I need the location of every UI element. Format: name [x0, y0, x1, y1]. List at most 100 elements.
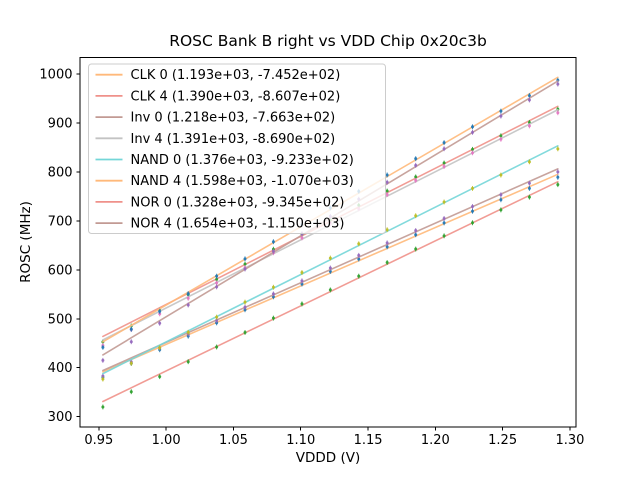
- data-point-marker: [414, 157, 418, 161]
- data-point-marker: [215, 281, 219, 285]
- data-point-marker: [243, 267, 247, 271]
- data-point-marker: [300, 279, 304, 283]
- legend-label: NOR 4 (1.654e+03, -1.150e+03): [131, 217, 345, 232]
- data-point-marker: [414, 214, 418, 218]
- y-tick-label: 900: [48, 116, 73, 131]
- data-point-marker: [101, 374, 105, 378]
- data-point-marker: [186, 303, 190, 307]
- x-tick-label: 1.10: [286, 433, 315, 448]
- data-point-marker: [271, 316, 275, 320]
- y-tick-label: 500: [48, 312, 73, 327]
- legend-label: NAND 0 (1.376e+03, -9.233e+02): [131, 153, 354, 168]
- data-point-marker: [499, 137, 503, 141]
- legend-label: NAND 4 (1.598e+03, -1.070e+03): [131, 174, 354, 189]
- data-point-marker: [158, 321, 162, 325]
- data-point-marker: [300, 236, 304, 240]
- data-point-marker: [186, 330, 190, 334]
- data-point-marker: [300, 271, 304, 275]
- data-point-marker: [328, 266, 332, 270]
- data-point-marker: [527, 124, 531, 128]
- data-points: [101, 146, 560, 382]
- series-nor-0: [101, 180, 560, 410]
- data-point-marker: [556, 147, 560, 151]
- data-point-marker: [243, 300, 247, 304]
- x-tick-label: 1.15: [354, 433, 383, 448]
- data-point-marker: [186, 292, 190, 296]
- legend-label: Inv 0 (1.218e+03, -7.663e+02): [131, 111, 336, 126]
- data-point-marker: [186, 296, 190, 300]
- data-point-marker: [129, 361, 133, 365]
- data-point-marker: [215, 285, 219, 289]
- data-point-marker: [556, 82, 560, 86]
- data-point-marker: [328, 288, 332, 292]
- data-point-marker: [385, 245, 389, 249]
- data-point-marker: [271, 285, 275, 289]
- data-point-marker: [101, 358, 105, 362]
- data-point-marker: [385, 173, 389, 177]
- data-point-marker: [158, 346, 162, 350]
- x-axis-label: VDDD (V): [296, 450, 360, 466]
- data-point-marker: [442, 161, 446, 165]
- legend: CLK 0 (1.193e+03, -7.452e+02) CLK 4 (1.39…: [88, 63, 386, 234]
- y-tick-label: 400: [48, 361, 73, 376]
- plot-area-border: [79, 57, 577, 428]
- y-tick-label: 300: [48, 410, 73, 425]
- data-point-marker: [442, 165, 446, 169]
- legend-label: CLK 4 (1.390e+03, -8.607e+02): [131, 89, 341, 104]
- data-point-marker: [385, 180, 389, 184]
- data-point-marker: [243, 305, 247, 309]
- data-point-marker: [158, 312, 162, 316]
- data-point-marker: [527, 160, 531, 164]
- data-point-marker: [271, 249, 275, 253]
- data-point-marker: [556, 170, 560, 174]
- x-tick-label: 0.95: [84, 433, 113, 448]
- data-point-marker: [470, 186, 474, 190]
- data-point-marker: [215, 345, 219, 349]
- data-point-marker: [556, 175, 560, 179]
- x-tick-label: 1.20: [421, 433, 450, 448]
- legend-entry: NOR 4 (1.654e+03, -1.150e+03): [95, 217, 345, 232]
- data-point-marker: [414, 247, 418, 251]
- data-point-marker: [470, 125, 474, 129]
- x-tick-label: 1.05: [219, 433, 248, 448]
- legend-entry: CLK 0 (1.193e+03, -7.452e+02): [95, 68, 340, 83]
- data-point-marker: [442, 216, 446, 220]
- data-point-marker: [470, 221, 474, 225]
- legend-label: NOR 0 (1.328e+03, -9.345e+02): [131, 195, 345, 210]
- data-point-marker: [470, 147, 474, 151]
- data-point-marker: [470, 130, 474, 134]
- y-tick-label: 1000: [39, 67, 72, 82]
- y-tick-label: 600: [48, 263, 73, 278]
- data-point-marker: [243, 262, 247, 266]
- data-point-marker: [442, 200, 446, 204]
- data-point-marker: [499, 173, 503, 177]
- data-point-marker: [414, 175, 418, 179]
- data-point-marker: [129, 390, 133, 394]
- data-point-marker: [129, 327, 133, 331]
- y-tick-label: 800: [48, 165, 73, 180]
- data-point-marker: [186, 360, 190, 364]
- legend-box: [88, 63, 386, 234]
- data-point-marker: [414, 178, 418, 182]
- data-point-marker: [215, 277, 219, 281]
- y-axis-label: ROSC (MHz): [18, 201, 34, 283]
- data-point-marker: [385, 241, 389, 245]
- data-point-marker: [470, 209, 474, 213]
- legend-entry: NOR 0 (1.328e+03, -9.345e+02): [95, 195, 345, 210]
- data-point-marker: [499, 208, 503, 212]
- data-point-marker: [158, 309, 162, 313]
- data-point-marker: [442, 147, 446, 151]
- x-tick-label: 1.00: [152, 433, 181, 448]
- data-point-marker: [357, 242, 361, 246]
- data-point-marker: [499, 193, 503, 197]
- legend-entry: CLK 4 (1.390e+03, -8.607e+02): [95, 89, 341, 104]
- series-nand-0: [101, 145, 560, 382]
- data-point-marker: [300, 302, 304, 306]
- data-point-marker: [414, 233, 418, 237]
- data-point-marker: [357, 253, 361, 257]
- data-point-marker: [385, 261, 389, 265]
- data-point-marker: [527, 186, 531, 190]
- data-point-marker: [271, 240, 275, 244]
